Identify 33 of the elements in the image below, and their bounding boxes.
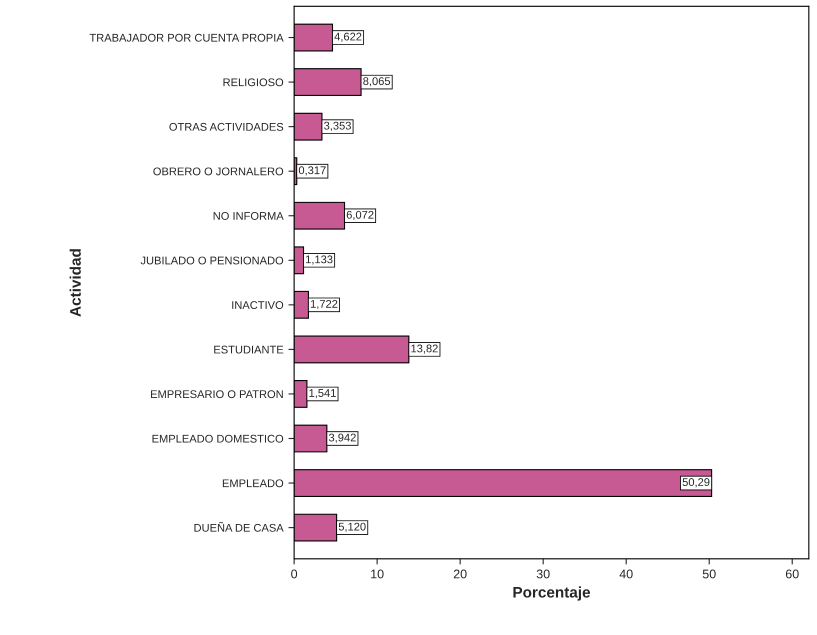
y-tick-label: NO INFORMA [214,212,284,220]
y-tick-label: EMPLEADO [222,479,284,488]
x-tick-label: 40 [620,570,633,578]
data-label: 5,120 [338,522,366,532]
y-tick-label: OTRAS ACTIVIDADES [169,122,284,131]
data-label: 8,065 [363,77,390,86]
y-tick-label: OBRERO O JORNALERO [153,167,284,176]
y-axis-title: Actividad [70,249,81,317]
y-tick-label: TRABAJADOR POR CUENTA PROPIA [90,34,284,42]
data-label: 3,353 [324,122,351,131]
x-tick-label: 10 [371,570,384,578]
x-tick-label: 30 [536,570,550,578]
data-label: 13,82 [411,344,438,354]
data-label: 1,541 [309,389,336,398]
data-label: 4,622 [334,32,362,42]
data-label: 0,317 [298,166,326,176]
data-label: 3,942 [328,434,356,443]
x-tick-label: 60 [786,570,799,578]
y-tick-label: DUEÑA DE CASA [194,522,284,532]
data-label: 1,722 [310,300,338,310]
y-tick-label: JUBILADO O PENSIONADO [140,256,284,264]
x-tick-label: 0 [291,570,298,578]
y-tick-label: ESTUDIANTE [214,346,284,354]
x-tick-label: 20 [454,570,467,578]
data-label: 1,133 [306,255,333,265]
y-tick-label: INACTIVO [232,301,284,309]
y-tick-label: EMPRESARIO O PATRON [151,390,283,398]
x-axis-title: Porcentaje [513,586,590,601]
y-tick-label: EMPLEADO DOMESTICO [152,434,284,443]
y-tick-label: RELIGIOSO [223,78,284,86]
x-tick-label: 50 [702,570,716,578]
data-label: 6,072 [346,210,374,220]
data-label: 50,29 [682,478,710,488]
